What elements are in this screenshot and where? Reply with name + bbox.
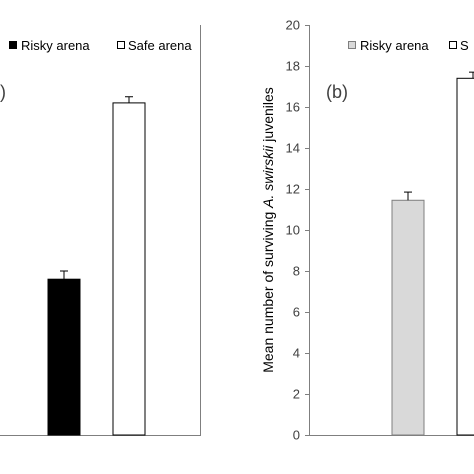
legend-swatch-safe [117,41,125,49]
legend-swatch-risky [348,41,356,49]
y-axis-title-species: A. swirskii [260,145,276,209]
panel-b-label: (b) [326,82,348,102]
legend-label-safe: Safe arena [128,38,192,53]
panel-b-bar-safe [456,77,474,436]
panel-a-label: ) [0,82,6,102]
legend-swatch-safe [449,41,457,49]
panel-a-bar-risky [47,278,81,436]
legend-label-safe: S [460,38,469,53]
y-tick-label: 8 [293,264,300,279]
y-tick-label: 16 [286,100,300,115]
y-tick-label: 10 [286,223,300,238]
y-tick-label: 0 [293,428,300,443]
y-tick-label: 20 [286,18,300,33]
panel-a: ) Risky arena Safe arena [0,25,201,436]
legend-swatch-risky [9,41,17,49]
panel-b-bar-risky [391,199,425,436]
panel-b-legend: Risky arena S [348,38,469,53]
panel-b-y-axis-title: Mean number of surviving A. swirskii juv… [260,87,276,373]
panel-a-bar-safe [112,102,146,436]
y-tick-label: 14 [286,141,300,156]
legend-label-risky: Risky arena [360,38,429,53]
y-axis-title-part3: juveniles [260,87,276,145]
y-tick-label: 2 [293,387,300,402]
y-tick-label: 18 [286,59,300,74]
y-tick-label: 12 [286,182,300,197]
y-tick-label: 4 [293,346,300,361]
y-tick-label: 6 [293,305,300,320]
y-axis-title-part1: Mean number of surviving [260,208,276,373]
legend-label-risky: Risky arena [21,38,90,53]
panel-a-legend: Risky arena Safe arena [9,38,192,53]
panel-b: 0 2 4 6 8 10 12 14 16 18 20 (b) Mean number of sur… [260,18,474,443]
